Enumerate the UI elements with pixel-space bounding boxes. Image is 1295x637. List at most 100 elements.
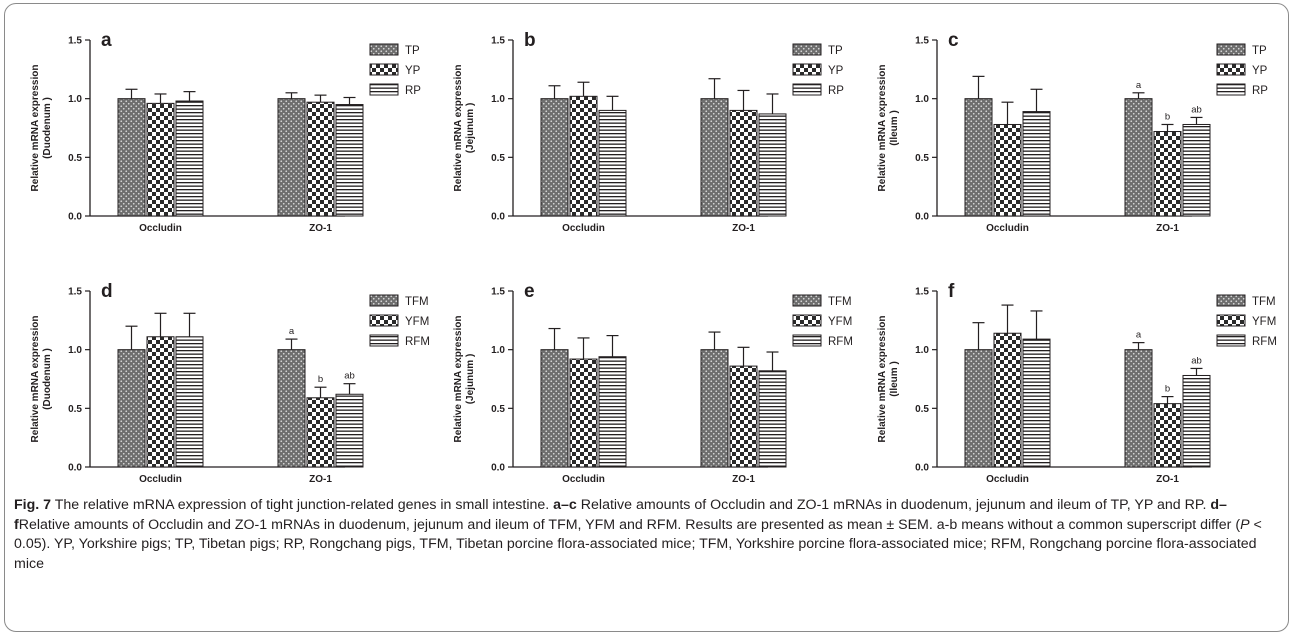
legend-label: RP <box>405 85 421 97</box>
panel-letter: d <box>101 281 113 302</box>
y-axis-label-line: (Jejunum ) <box>465 103 476 154</box>
bar <box>993 123 1022 217</box>
bar <box>146 102 175 217</box>
y-tick-label: 0.0 <box>915 463 929 474</box>
figure-frame <box>4 3 1289 632</box>
chart-panel-f: 0.0 0.5 1.0 1.5 Relative mRNA expression(Ile… <box>877 281 1277 485</box>
legend-label: TP <box>1252 45 1267 57</box>
legend-swatch <box>792 63 822 76</box>
y-axis-label-line: Relative mRNA expression <box>30 65 41 192</box>
bar <box>146 336 175 468</box>
y-axis-label: Relative mRNA expression(Jejunum ) <box>453 316 476 443</box>
bar <box>335 393 364 468</box>
caption-fig-label: Fig. 7 <box>14 497 52 513</box>
y-tick-label: 0.5 <box>491 153 505 164</box>
y-axis-label-line: (Jejunum ) <box>465 354 476 405</box>
bar <box>569 358 598 468</box>
legend-swatch <box>1216 63 1246 76</box>
bar <box>277 98 306 217</box>
chart-panel-e: 0.0 0.5 1.0 1.5 Relative mRNA expression(Jej… <box>453 281 853 485</box>
legend-label: TP <box>828 45 843 57</box>
significance-label: a <box>1136 80 1142 91</box>
y-tick-label: 0.5 <box>915 404 929 415</box>
bar <box>598 109 627 217</box>
y-tick-label: 1.5 <box>68 287 82 298</box>
bar <box>1022 111 1051 217</box>
legend-label: TP <box>405 45 420 57</box>
y-tick-label: 1.0 <box>491 345 505 356</box>
legend-label: RP <box>1252 85 1268 97</box>
y-tick-label: 1.5 <box>915 287 929 298</box>
y-tick-label: 0.0 <box>491 212 505 223</box>
x-category-label: Occludin <box>562 223 605 234</box>
bar <box>569 95 598 217</box>
y-tick-label: 1.0 <box>915 345 929 356</box>
bar <box>306 101 335 217</box>
y-axis-label-line: (Duodenum ) <box>42 97 53 159</box>
panel-letter: a <box>101 30 112 51</box>
y-axis-label-line: Relative mRNA expression <box>30 316 41 443</box>
chart-panel-d: 0.0 0.5 1.0 1.5 Relative mRNA expression(Duo… <box>30 281 430 485</box>
legend-label: YP <box>405 65 421 77</box>
bar <box>1153 131 1182 217</box>
bar <box>175 100 204 217</box>
bar <box>758 113 787 217</box>
legend-swatch <box>369 294 399 307</box>
chart-panel-c: 0.0 0.5 1.0 1.5 Relative mRNA expression(Ile… <box>877 30 1268 234</box>
y-tick-label: 0.5 <box>915 153 929 164</box>
significance-label: b <box>1165 384 1170 395</box>
legend-label: TFM <box>828 296 852 308</box>
significance-label: ab <box>1191 104 1202 115</box>
bar <box>277 349 306 468</box>
legend-label: TFM <box>1252 296 1276 308</box>
y-tick-label: 1.0 <box>68 345 82 356</box>
legend-swatch <box>369 43 399 56</box>
y-axis-label-line: (Ileum ) <box>889 110 900 146</box>
caption-panels-df: d–f <box>14 497 1227 533</box>
y-tick-label: 1.0 <box>915 94 929 105</box>
y-tick-label: 0.0 <box>915 212 929 223</box>
y-tick-label: 0.5 <box>491 404 505 415</box>
y-tick-label: 1.0 <box>68 94 82 105</box>
legend-label: RFM <box>405 336 430 348</box>
y-axis-label: Relative mRNA expression(Jejunum ) <box>453 65 476 192</box>
caption-text-df: Relative amounts of Occludin and ZO-1 mR… <box>18 516 1241 533</box>
legend-label: YFM <box>1252 316 1276 328</box>
legend-swatch <box>792 314 822 327</box>
legend-label: RP <box>828 85 844 97</box>
y-axis-label-line: Relative mRNA expression <box>877 316 888 443</box>
y-axis-label-line: (Duodenum ) <box>42 348 53 410</box>
panel-letter: b <box>524 30 536 51</box>
legend-label: RFM <box>828 336 853 348</box>
legend-swatch <box>792 83 822 96</box>
x-category-label: ZO-1 <box>1156 223 1179 234</box>
y-axis-label: Relative mRNA expression(Duodenum ) <box>30 65 53 192</box>
caption-title: The relative mRNA expression of tight ju… <box>54 497 550 513</box>
legend-label: YP <box>1252 65 1268 77</box>
y-axis-label: Relative mRNA expression(Duodenum ) <box>30 316 53 443</box>
bar <box>1182 374 1211 468</box>
legend-label: YP <box>828 65 844 77</box>
x-category-label: Occludin <box>986 223 1029 234</box>
bar <box>1153 403 1182 468</box>
y-tick-label: 1.5 <box>915 36 929 47</box>
y-tick-label: 1.5 <box>68 36 82 47</box>
significance-label: ab <box>1191 355 1202 366</box>
significance-label: a <box>1136 330 1142 341</box>
panel-letter: c <box>948 30 959 51</box>
y-tick-label: 1.5 <box>491 36 505 47</box>
x-category-label: Occludin <box>139 474 182 485</box>
bar <box>306 397 335 468</box>
caption-text-ac: Relative amounts of Occludin and ZO-1 mR… <box>580 497 1207 513</box>
bar <box>1124 349 1153 468</box>
y-axis-label: Relative mRNA expression(Ileum ) <box>877 316 900 443</box>
bar <box>964 349 993 468</box>
y-axis-label-line: (Ileum ) <box>889 361 900 397</box>
bar <box>598 356 627 468</box>
x-category-label: Occludin <box>139 223 182 234</box>
bar <box>117 349 146 468</box>
bar <box>964 98 993 217</box>
y-axis-label-line: Relative mRNA expression <box>453 65 464 192</box>
x-category-label: Occludin <box>986 474 1029 485</box>
